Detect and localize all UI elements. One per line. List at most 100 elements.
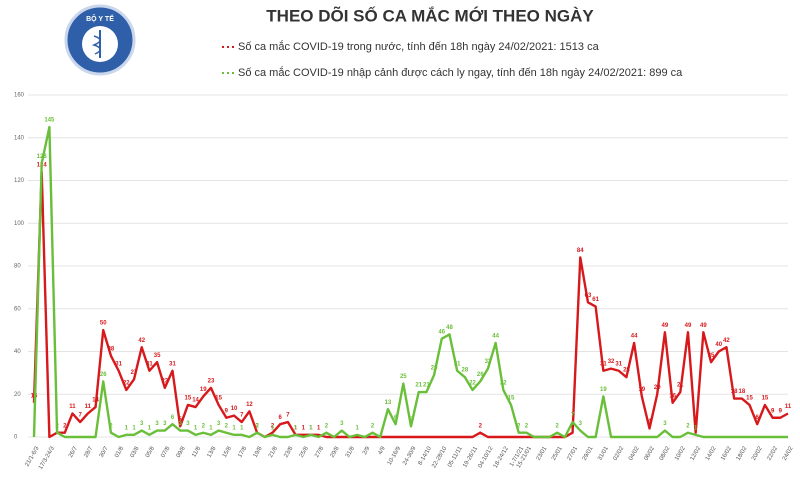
data-label: 10 [231,406,238,412]
data-label: 11 [85,404,92,410]
data-label: 21 [423,383,430,389]
data-label: 35 [154,353,161,359]
x-tick-label: 05-11/11 [447,445,464,468]
data-label: 2 [225,423,229,429]
x-tick-label: 27/01 [566,445,579,462]
x-tick-label: 17/8 [237,445,248,459]
chart-title: THEO DÕI SỐ CA MẮC MỚI THEO NGÀY [266,5,594,25]
x-tick-label: 19/8 [253,445,264,459]
logo-snake [91,35,101,55]
data-label: 2 [556,423,560,429]
data-label: 2 [571,423,575,429]
x-tick-label: 8-14/10 [418,445,434,466]
data-label: 23 [161,378,168,384]
y-tick-label: 100 [14,221,25,227]
data-label: 2 [255,423,259,429]
data-label: 3 [579,421,583,427]
data-label: 2 [202,423,206,429]
data-label: 15 [746,396,753,402]
x-tick-label: 18/02 [736,445,749,462]
data-label: 16 [669,393,676,399]
data-label: 5 [179,417,183,423]
x-tick-label: 04/02 [628,445,641,462]
data-label: 18 [731,389,738,395]
x-tick-label: 07/8 [160,445,171,459]
data-label: 2 [517,423,521,429]
x-tick-label: 24/02 [782,445,795,462]
y-tick-label: 140 [14,135,25,141]
x-tick-label: 01/8 [114,445,125,459]
data-label: 7 [286,413,290,419]
data-label: 11 [69,404,76,410]
data-label: 3 [186,421,190,427]
y-tick-label: 20 [14,392,21,398]
x-tick-label: 27/8 [314,445,325,459]
series-line [32,170,789,439]
data-label: 42 [723,338,730,344]
data-label: 26 [100,372,107,378]
x-tick-label: 30/7 [99,445,110,459]
x-tick-label: 25/01 [551,445,564,462]
data-label: 1 [317,425,321,431]
x-tick-label: 23/8 [283,445,294,459]
data-label: 19 [638,387,645,393]
data-label: 1 [148,425,152,431]
x-tick-label: 13/8 [206,445,217,459]
y-tick-label: 60 [14,306,21,312]
data-label: 32 [608,359,615,365]
data-label: 6 [171,415,175,421]
data-label: 1 [271,425,275,431]
x-tick-label: 18-24/12 [493,445,510,469]
data-label: 28 [462,368,469,374]
data-label: 15 [185,396,192,402]
data-label: 84 [577,248,584,254]
data-label: 31 [146,361,153,367]
data-label: 21 [415,383,422,389]
data-label: 2 [63,423,67,429]
data-label: 15 [215,396,222,402]
data-label: 19 [600,387,607,393]
data-label: 1 [232,425,236,431]
x-tick-label: 12/02 [690,445,703,462]
data-label: 49 [700,323,707,329]
data-label: 2 [271,423,275,429]
data-label: 128 [37,154,48,160]
data-label: 7 [240,413,244,419]
x-tick-label: 31/8 [345,445,356,459]
x-tick-label: 22/02 [766,445,779,462]
data-label: 38 [108,346,115,352]
data-label: 22 [123,381,130,387]
x-tick-label: 26/7 [68,445,79,459]
data-label: 2 [525,423,529,429]
data-label: 23 [208,378,215,384]
data-label: 15 [508,396,515,402]
data-label: 14 [192,398,199,404]
data-label: 1 [309,425,313,431]
x-tick-label: 03/8 [130,445,141,459]
data-label: 1 [294,425,298,431]
x-tick-label: 11/8 [191,445,202,458]
data-label: 2 [255,423,259,429]
data-label: 2 [371,423,375,429]
x-tick-label: 15/8 [222,445,233,459]
data-label: 32 [485,359,492,365]
data-label: 2 [109,423,113,429]
data-label: 1 [132,425,136,431]
data-label: 2 [694,423,698,429]
data-label: 61 [592,297,599,303]
data-label: 1 [302,425,306,431]
data-label: 49 [685,323,692,329]
data-label: 7 [571,413,575,419]
data-label: 31 [169,361,176,367]
x-tick-label: 24-30/9 [402,445,418,466]
data-label: 1 [194,425,198,431]
y-tick-label: 40 [14,349,21,355]
data-label: 2 [325,423,329,429]
data-label: 1 [209,425,213,431]
x-tick-label: 02/02 [613,445,626,462]
data-label: 46 [438,329,445,335]
data-label: 35 [708,353,715,359]
data-label: 21 [677,383,684,389]
data-label: 25 [400,374,407,380]
